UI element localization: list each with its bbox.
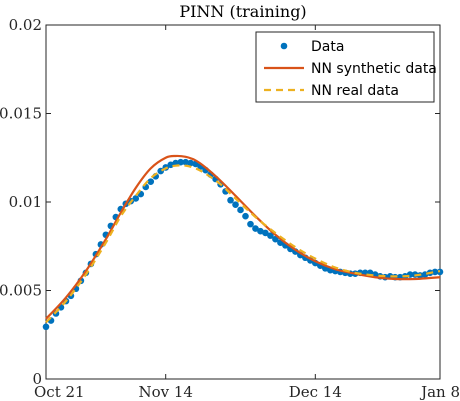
nn-real-data-line (45, 164, 441, 324)
y-tick-label: 0.01 (9, 193, 42, 211)
data-point (227, 196, 234, 204)
data-point (182, 158, 189, 166)
legend-marker-data (280, 42, 288, 50)
ticks-layer: Oct 21 Nov 14 Dec 14 Jan 8 0 0.005 0.01 0.015 0.… (0, 16, 460, 401)
data-point (267, 232, 274, 239)
data-point (252, 225, 259, 232)
x-tick-label: Nov 14 (138, 383, 193, 401)
data-point (232, 201, 239, 208)
y-tick-label: 0 (32, 370, 42, 388)
y-tick-label: 0.015 (0, 105, 42, 123)
x-tick-label: Jan 8 (419, 383, 460, 401)
y-tick-label: 0.005 (0, 282, 42, 300)
legend-label: NN real data (311, 83, 399, 99)
x-tick-label: Dec 14 (289, 383, 342, 401)
data-point (237, 206, 244, 214)
legend-label: NN synthetic data (311, 61, 437, 77)
data-point (247, 220, 254, 228)
data-point (177, 158, 184, 166)
data-point (132, 195, 140, 202)
data-point (167, 161, 174, 169)
x-tick-label: Oct 21 (34, 383, 85, 401)
data-point (262, 229, 269, 237)
y-tick-label: 0.02 (9, 16, 42, 34)
legend: Data NN synthetic data NN real data (255, 31, 437, 103)
data-point (431, 268, 439, 276)
data-point (42, 323, 50, 331)
data-point (187, 159, 194, 167)
data-point (242, 212, 249, 220)
data-point (257, 227, 264, 235)
series-layer (42, 154, 444, 331)
chart-title: PINN (training) (179, 2, 306, 21)
data-point (147, 178, 155, 185)
legend-label: Data (311, 39, 344, 55)
